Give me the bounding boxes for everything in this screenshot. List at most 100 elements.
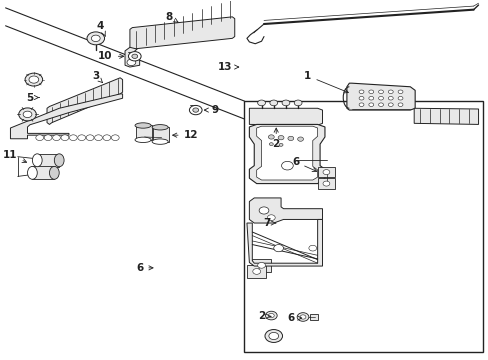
Polygon shape (10, 94, 122, 139)
Polygon shape (256, 126, 317, 180)
Circle shape (287, 136, 293, 140)
Circle shape (268, 332, 278, 339)
Circle shape (132, 54, 138, 58)
Text: 8: 8 (165, 12, 178, 22)
Polygon shape (246, 265, 266, 278)
Circle shape (103, 135, 111, 140)
Polygon shape (310, 314, 317, 320)
Text: 9: 9 (204, 105, 218, 115)
Circle shape (87, 32, 104, 45)
Text: 4: 4 (97, 21, 105, 36)
Text: 12: 12 (172, 130, 198, 140)
Circle shape (269, 143, 273, 145)
Circle shape (397, 90, 402, 94)
Circle shape (297, 137, 303, 141)
Circle shape (282, 100, 289, 106)
Circle shape (44, 135, 52, 140)
Circle shape (368, 103, 373, 107)
Circle shape (323, 170, 329, 175)
Polygon shape (249, 125, 325, 184)
Circle shape (29, 76, 39, 83)
Circle shape (278, 135, 284, 140)
Circle shape (378, 90, 383, 94)
Bar (244, 101, 483, 352)
Text: 7: 7 (262, 218, 275, 228)
Polygon shape (249, 108, 322, 125)
Circle shape (61, 135, 69, 140)
Circle shape (265, 311, 277, 320)
Circle shape (358, 96, 363, 100)
Circle shape (267, 215, 275, 221)
Circle shape (281, 161, 293, 170)
Circle shape (308, 245, 316, 251)
Circle shape (358, 103, 363, 107)
Circle shape (387, 96, 392, 100)
Text: 3: 3 (92, 71, 102, 82)
Circle shape (36, 135, 43, 140)
Ellipse shape (49, 166, 59, 179)
Circle shape (192, 108, 198, 112)
Polygon shape (153, 127, 168, 141)
Circle shape (257, 262, 265, 268)
Polygon shape (246, 220, 322, 266)
Circle shape (189, 105, 202, 115)
Circle shape (128, 51, 141, 61)
Ellipse shape (135, 137, 151, 143)
Ellipse shape (27, 166, 37, 179)
Circle shape (368, 90, 373, 94)
Text: 2: 2 (272, 128, 279, 149)
Circle shape (53, 135, 61, 140)
Circle shape (127, 59, 136, 66)
Circle shape (397, 103, 402, 107)
Circle shape (268, 135, 274, 139)
Ellipse shape (152, 139, 168, 144)
Circle shape (323, 181, 329, 186)
Polygon shape (317, 167, 334, 177)
Circle shape (300, 315, 305, 319)
Polygon shape (249, 198, 322, 223)
Text: 6: 6 (136, 263, 153, 273)
Text: 6: 6 (291, 157, 316, 172)
Text: 2: 2 (257, 311, 270, 321)
Polygon shape (346, 83, 414, 110)
Polygon shape (317, 178, 334, 189)
Circle shape (297, 313, 308, 321)
Circle shape (387, 103, 392, 107)
Circle shape (397, 96, 402, 100)
Text: 5: 5 (26, 93, 39, 103)
Circle shape (387, 90, 392, 94)
Circle shape (23, 111, 32, 118)
Circle shape (268, 314, 274, 318)
Polygon shape (32, 166, 54, 179)
Circle shape (19, 108, 36, 121)
Circle shape (378, 96, 383, 100)
Circle shape (378, 103, 383, 107)
Text: 13: 13 (217, 62, 238, 72)
Circle shape (264, 329, 282, 342)
Text: 1: 1 (304, 71, 347, 93)
Ellipse shape (54, 154, 64, 167)
Polygon shape (125, 47, 140, 67)
Circle shape (78, 135, 85, 140)
Text: 10: 10 (98, 51, 123, 61)
Circle shape (259, 207, 268, 214)
Circle shape (368, 96, 373, 100)
Polygon shape (136, 126, 152, 140)
Circle shape (257, 100, 265, 106)
Ellipse shape (152, 125, 168, 130)
Circle shape (91, 35, 100, 41)
Polygon shape (47, 78, 122, 125)
Text: 11: 11 (3, 150, 26, 162)
Circle shape (86, 135, 94, 140)
Polygon shape (133, 55, 140, 58)
Circle shape (111, 135, 119, 140)
Polygon shape (37, 154, 59, 167)
Polygon shape (130, 17, 234, 49)
Circle shape (252, 269, 260, 274)
Circle shape (94, 135, 102, 140)
Circle shape (294, 100, 302, 106)
Text: 6: 6 (286, 313, 301, 323)
Circle shape (69, 135, 77, 140)
Ellipse shape (135, 123, 151, 128)
Ellipse shape (32, 154, 42, 167)
